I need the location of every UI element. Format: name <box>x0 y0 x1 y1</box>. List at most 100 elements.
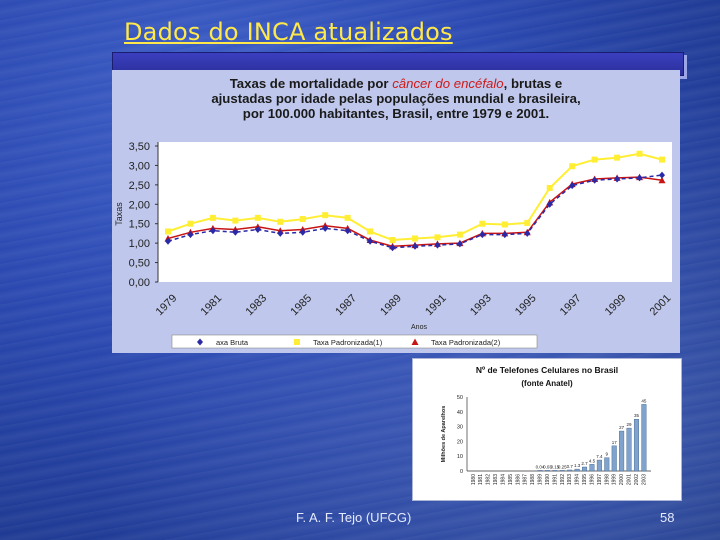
data-point <box>209 214 216 221</box>
bar-category-label: 1987 <box>523 474 529 485</box>
x-tick-label: 1999 <box>603 292 629 318</box>
y-tick-label: 3,50 <box>129 141 150 153</box>
data-point <box>501 231 508 239</box>
bar-category-label: 1981 <box>478 474 484 485</box>
chart-title-post: , brutas e <box>503 76 563 91</box>
bar-category-label: 1989 <box>538 474 544 485</box>
bar <box>596 459 602 472</box>
bar <box>604 457 610 472</box>
bar-category-label: 1999 <box>612 474 618 485</box>
data-point <box>569 182 576 190</box>
data-point <box>479 231 486 239</box>
legend-marker <box>411 338 419 345</box>
page-number: 58 <box>660 510 675 525</box>
bar-chart-title: Nº de Telefones Celulares no Brasil <box>476 365 618 375</box>
legend-label: axa Bruta <box>216 338 249 347</box>
bar-data-label: 4.5 <box>589 458 596 463</box>
bar-category-label: 2002 <box>634 474 640 485</box>
legend-marker <box>197 338 203 346</box>
bar-data-label: 9 <box>606 452 609 457</box>
bar-category-label: 1994 <box>575 474 581 485</box>
bar-category-label: 1988 <box>530 474 536 485</box>
bar-data-label: 1.3 <box>574 463 581 468</box>
bar <box>589 464 595 472</box>
data-point <box>546 200 553 208</box>
y-tick-label: 3,00 <box>129 160 150 172</box>
y-tick-label: 1,00 <box>129 238 150 250</box>
bar-category-label: 1998 <box>604 474 610 485</box>
bar <box>641 404 647 472</box>
data-point <box>569 163 576 170</box>
mortality-line-chart: 0,00 0,50 1,00 1,50 2,00 2,50 3,00 3,50 Taxas 197… <box>114 141 674 349</box>
data-point <box>277 229 284 237</box>
y-tick-label: 2,50 <box>129 180 150 192</box>
y-tick-label: 0,00 <box>129 277 150 289</box>
bar-category-label: 1984 <box>500 474 506 485</box>
x-tick-label: 1991 <box>423 292 449 318</box>
data-point <box>434 234 441 241</box>
data-point <box>299 228 306 236</box>
bar-y-tick-label: 30 <box>457 425 463 431</box>
bar <box>574 468 580 472</box>
data-point <box>254 214 261 221</box>
data-point <box>322 224 329 232</box>
data-point <box>367 228 374 235</box>
bar-y-tick-label: 10 <box>457 454 463 460</box>
bar-data-label: 0.25 <box>558 464 567 469</box>
y-tick-label: 0,50 <box>129 258 150 270</box>
bar <box>537 470 543 472</box>
data-point <box>614 154 621 161</box>
data-point <box>591 156 598 163</box>
bar-y-tick-label: 0 <box>460 469 463 475</box>
y-tick-label: 1,50 <box>129 219 150 231</box>
chart-title-line3: por 100.000 habitantes, Brasil, entre 19… <box>242 106 550 121</box>
data-point <box>187 231 194 239</box>
data-point <box>254 226 261 234</box>
bar-data-label: 0.15 <box>550 464 559 469</box>
data-point <box>591 176 598 184</box>
bar-data-label: 0.04 <box>536 464 545 469</box>
bar-category-label: 1986 <box>515 474 521 485</box>
data-point <box>232 217 239 224</box>
x-tick-label: 2001 <box>648 292 674 318</box>
bar-data-label: 2.7 <box>581 461 588 466</box>
legend-box <box>171 334 538 349</box>
bar <box>552 470 558 472</box>
bar-data-label: 0.7 <box>567 464 574 469</box>
bar <box>619 430 625 472</box>
legend-marker <box>294 339 300 345</box>
bar-category-label: 1985 <box>508 474 514 485</box>
data-point <box>232 228 239 236</box>
bar-category-label: 2001 <box>627 474 633 485</box>
cellphones-chart-panel: Nº de Telefones Celulares no Brasil (font… <box>412 358 682 501</box>
bar-category-label: 1996 <box>589 474 595 485</box>
data-point <box>546 184 553 191</box>
bar-y-tick-label: 20 <box>457 439 463 445</box>
bar-category-label: 1993 <box>567 474 573 485</box>
bar <box>611 445 617 472</box>
x-tick-label: 1989 <box>378 292 404 318</box>
bar-category-label: 1982 <box>486 474 492 485</box>
data-point <box>636 174 643 182</box>
data-point <box>389 244 396 252</box>
bar-y-tick-label: 50 <box>457 395 463 401</box>
data-point <box>659 171 665 179</box>
data-point <box>165 237 171 245</box>
x-tick-label: 1983 <box>243 292 269 318</box>
bar-category-label: 1992 <box>560 474 566 485</box>
bar <box>567 469 573 472</box>
bar-chart-subtitle: (fonte Anatel) <box>521 379 573 388</box>
data-point <box>367 237 374 245</box>
bar-y-axis-label: Milhões de Aparelhos <box>441 406 447 463</box>
chart-title-pre: Taxas de mortalidade por <box>229 76 393 91</box>
data-point <box>389 237 396 244</box>
mortality-chart-panel: 0,00 0,50 1,00 1,50 2,00 2,50 3,00 3,50 Taxas 197… <box>112 70 680 353</box>
footer-author: F. A. F. Tejo (UFCG) <box>296 510 412 525</box>
bar-category-label: 2003 <box>641 474 647 485</box>
bar-y-tick-label: 40 <box>457 410 463 416</box>
bar <box>559 470 565 472</box>
bar-category-label: 1997 <box>597 474 603 485</box>
bar-category-label: 1991 <box>552 474 558 485</box>
data-point <box>456 231 463 238</box>
bar <box>626 427 632 472</box>
